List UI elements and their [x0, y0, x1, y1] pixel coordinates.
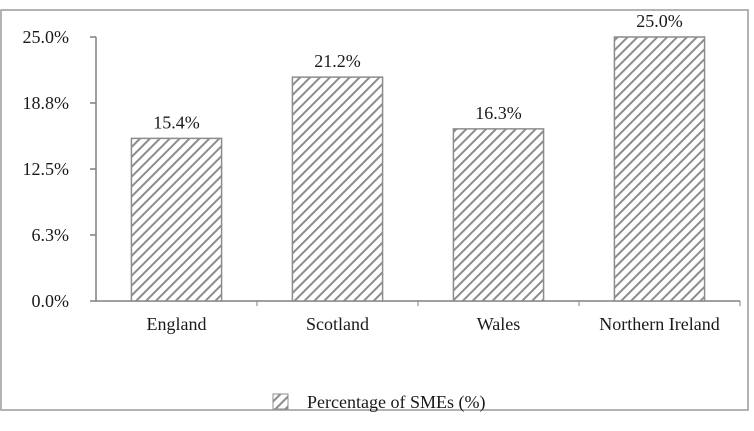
bar-england	[130, 137, 223, 302]
bar-data-label: 15.4%	[153, 112, 200, 132]
x-category-label: Northern Ireland	[599, 314, 719, 334]
y-tick-label: 12.5%	[23, 159, 70, 179]
legend-label: Percentage of SMEs (%)	[307, 392, 485, 413]
bar-northern-ireland	[613, 36, 706, 302]
chart-frame	[0, 9, 749, 411]
x-axis: England Scotland Wales Northern Ireland	[96, 300, 741, 334]
y-tick-label: 6.3%	[32, 225, 70, 245]
y-tick-label: 0.0%	[32, 291, 70, 311]
bar-data-label: 25.0%	[636, 11, 683, 31]
x-category-label: Scotland	[306, 314, 369, 334]
y-tick-label: 18.8%	[23, 93, 70, 113]
legend-swatch	[272, 393, 289, 410]
data-labels: 15.4% 21.2% 16.3% 25.0%	[153, 11, 683, 132]
bar-scotland	[291, 76, 384, 302]
x-category-label: Wales	[477, 314, 521, 334]
bar-series	[130, 36, 706, 302]
bar-data-label: 21.2%	[314, 51, 361, 71]
bar-wales	[452, 128, 545, 302]
legend: Percentage of SMEs (%)	[272, 392, 485, 413]
y-tick-label: 25.0%	[23, 27, 70, 47]
bar-data-label: 16.3%	[475, 103, 522, 123]
x-category-label: England	[147, 314, 207, 334]
y-axis: 0.0% 6.3% 12.5% 18.8% 25.0%	[23, 27, 97, 311]
